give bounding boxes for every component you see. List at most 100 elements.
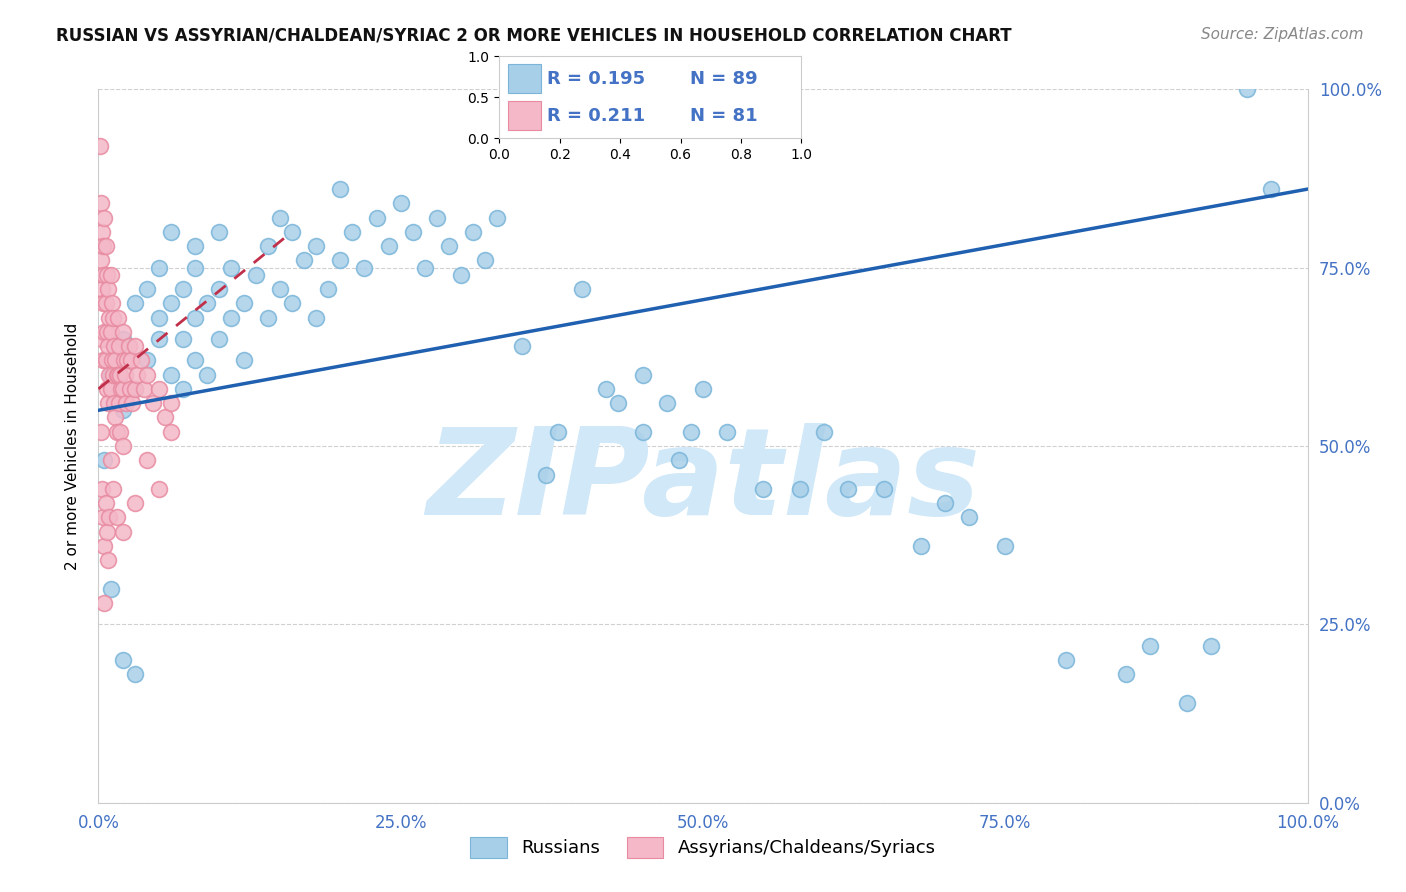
Point [93,539,115,553]
Point [101,482,124,496]
Point [100,368,122,382]
Point [97,339,120,353]
Point [668,453,690,467]
Point [269,211,291,225]
Point [96,524,118,539]
Point [450,268,472,282]
Point [160,225,183,239]
Point [486,211,509,225]
Point [105,425,128,439]
Point [142,396,165,410]
Point [269,282,291,296]
Point [789,482,811,496]
Point [534,467,557,482]
Point [91,296,114,310]
Text: ZIPatlas: ZIPatlas [426,423,980,541]
Point [124,339,146,353]
Text: R = 0.211: R = 0.211 [547,107,645,125]
Point [934,496,956,510]
Point [245,268,267,282]
Point [437,239,460,253]
Point [353,260,375,275]
Point [160,368,183,382]
Point [148,482,170,496]
Text: N = 89: N = 89 [689,70,758,87]
Point [184,310,207,325]
Point [232,353,254,368]
Point [837,482,859,496]
Point [1260,182,1282,196]
Point [97,553,120,567]
Point [124,667,146,681]
Point [117,353,139,368]
Point [426,211,449,225]
Point [129,353,152,368]
Point [108,339,131,353]
Point [208,282,231,296]
Point [111,653,134,667]
FancyBboxPatch shape [508,64,541,93]
Point [96,325,118,339]
Point [305,239,328,253]
Point [256,239,278,253]
Point [91,239,114,253]
Point [90,425,112,439]
Text: N = 81: N = 81 [689,107,758,125]
Point [329,182,352,196]
Point [100,296,122,310]
Point [366,211,388,225]
Point [1236,82,1258,96]
Point [153,410,176,425]
Point [124,382,146,396]
Point [1139,639,1161,653]
Point [100,382,122,396]
Point [135,453,157,467]
Point [94,296,117,310]
Point [377,239,399,253]
Point [100,582,122,596]
Point [91,353,114,368]
Point [124,296,146,310]
Point [463,225,485,239]
Point [101,310,124,325]
Point [135,282,157,296]
Point [93,596,115,610]
Point [90,196,112,211]
Point [103,396,125,410]
Point [108,396,131,410]
Point [112,353,135,368]
Point [103,339,125,353]
Point [184,260,207,275]
Point [107,368,129,382]
Point [873,482,896,496]
Point [100,268,122,282]
Point [111,325,134,339]
Point [221,310,243,325]
Point [148,260,170,275]
Point [91,225,114,239]
Point [124,496,146,510]
Point [94,239,117,253]
Point [108,368,131,382]
Point [98,510,121,524]
Point [148,382,170,396]
Point [96,382,118,396]
Text: Source: ZipAtlas.com: Source: ZipAtlas.com [1201,27,1364,42]
Point [121,396,143,410]
Point [281,296,304,310]
Point [256,310,278,325]
Point [994,539,1017,553]
Point [94,353,117,368]
Point [114,368,136,382]
Point [221,260,243,275]
Point [105,368,128,382]
Point [329,253,352,268]
Point [148,332,170,346]
Point [910,539,932,553]
Point [752,482,775,496]
Point [98,310,121,325]
Point [97,282,120,296]
Point [111,524,134,539]
Point [124,382,146,396]
Point [110,382,132,396]
